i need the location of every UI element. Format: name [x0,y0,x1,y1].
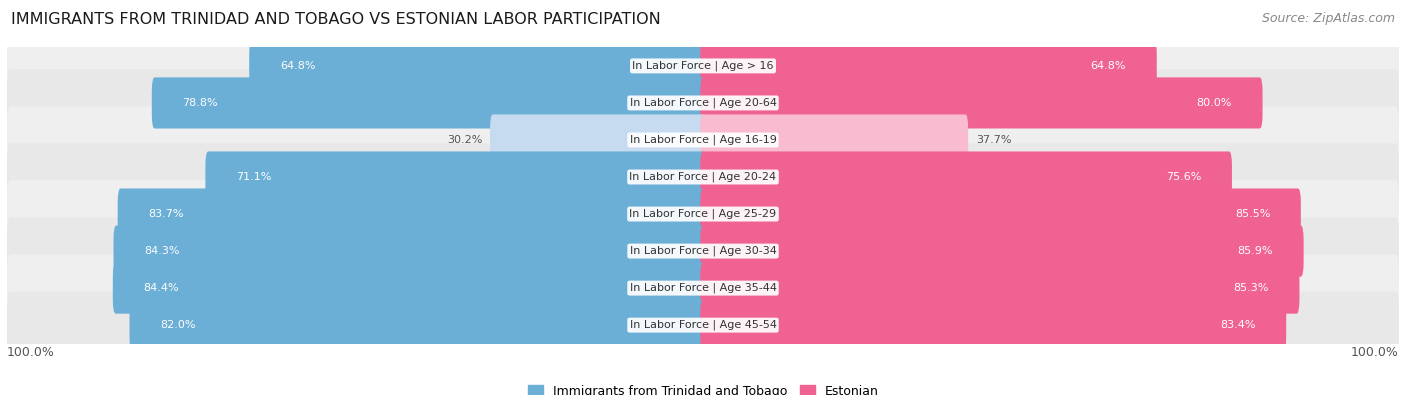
FancyBboxPatch shape [491,115,706,166]
Text: 83.4%: 83.4% [1220,320,1256,330]
FancyBboxPatch shape [118,188,706,240]
FancyBboxPatch shape [114,226,706,276]
Text: 84.3%: 84.3% [145,246,180,256]
Text: 37.7%: 37.7% [976,135,1011,145]
FancyBboxPatch shape [700,226,1303,276]
FancyBboxPatch shape [7,217,1399,285]
Text: 84.4%: 84.4% [143,283,179,293]
FancyBboxPatch shape [700,115,969,166]
FancyBboxPatch shape [205,151,706,203]
FancyBboxPatch shape [700,263,1299,314]
Text: In Labor Force | Age > 16: In Labor Force | Age > 16 [633,61,773,71]
Text: Source: ZipAtlas.com: Source: ZipAtlas.com [1261,12,1395,25]
Text: In Labor Force | Age 35-44: In Labor Force | Age 35-44 [630,283,776,293]
Text: In Labor Force | Age 45-54: In Labor Force | Age 45-54 [630,320,776,330]
FancyBboxPatch shape [249,40,706,92]
Text: 75.6%: 75.6% [1166,172,1201,182]
Text: 71.1%: 71.1% [236,172,271,182]
Text: IMMIGRANTS FROM TRINIDAD AND TOBAGO VS ESTONIAN LABOR PARTICIPATION: IMMIGRANTS FROM TRINIDAD AND TOBAGO VS E… [11,12,661,27]
FancyBboxPatch shape [700,77,1263,128]
Text: 85.5%: 85.5% [1234,209,1270,219]
FancyBboxPatch shape [7,181,1399,248]
FancyBboxPatch shape [700,40,1157,92]
Text: In Labor Force | Age 20-24: In Labor Force | Age 20-24 [630,172,776,182]
Text: 64.8%: 64.8% [280,61,315,71]
Text: 82.0%: 82.0% [160,320,195,330]
Text: In Labor Force | Age 30-34: In Labor Force | Age 30-34 [630,246,776,256]
Text: 100.0%: 100.0% [7,346,55,359]
FancyBboxPatch shape [152,77,706,128]
FancyBboxPatch shape [7,292,1399,359]
Text: 64.8%: 64.8% [1091,61,1126,71]
Legend: Immigrants from Trinidad and Tobago, Estonian: Immigrants from Trinidad and Tobago, Est… [523,380,883,395]
Text: 100.0%: 100.0% [1351,346,1399,359]
FancyBboxPatch shape [700,188,1301,240]
Text: 85.9%: 85.9% [1237,246,1272,256]
FancyBboxPatch shape [7,32,1399,100]
Text: 80.0%: 80.0% [1197,98,1232,108]
FancyBboxPatch shape [129,299,706,351]
Text: 78.8%: 78.8% [183,98,218,108]
FancyBboxPatch shape [112,263,706,314]
Text: In Labor Force | Age 16-19: In Labor Force | Age 16-19 [630,135,776,145]
FancyBboxPatch shape [700,151,1232,203]
FancyBboxPatch shape [7,69,1399,137]
FancyBboxPatch shape [7,143,1399,211]
Text: In Labor Force | Age 20-64: In Labor Force | Age 20-64 [630,98,776,108]
FancyBboxPatch shape [7,106,1399,174]
Text: In Labor Force | Age 25-29: In Labor Force | Age 25-29 [630,209,776,219]
Text: 83.7%: 83.7% [148,209,184,219]
FancyBboxPatch shape [700,299,1286,351]
Text: 30.2%: 30.2% [447,135,482,145]
Text: 85.3%: 85.3% [1233,283,1268,293]
FancyBboxPatch shape [7,254,1399,322]
